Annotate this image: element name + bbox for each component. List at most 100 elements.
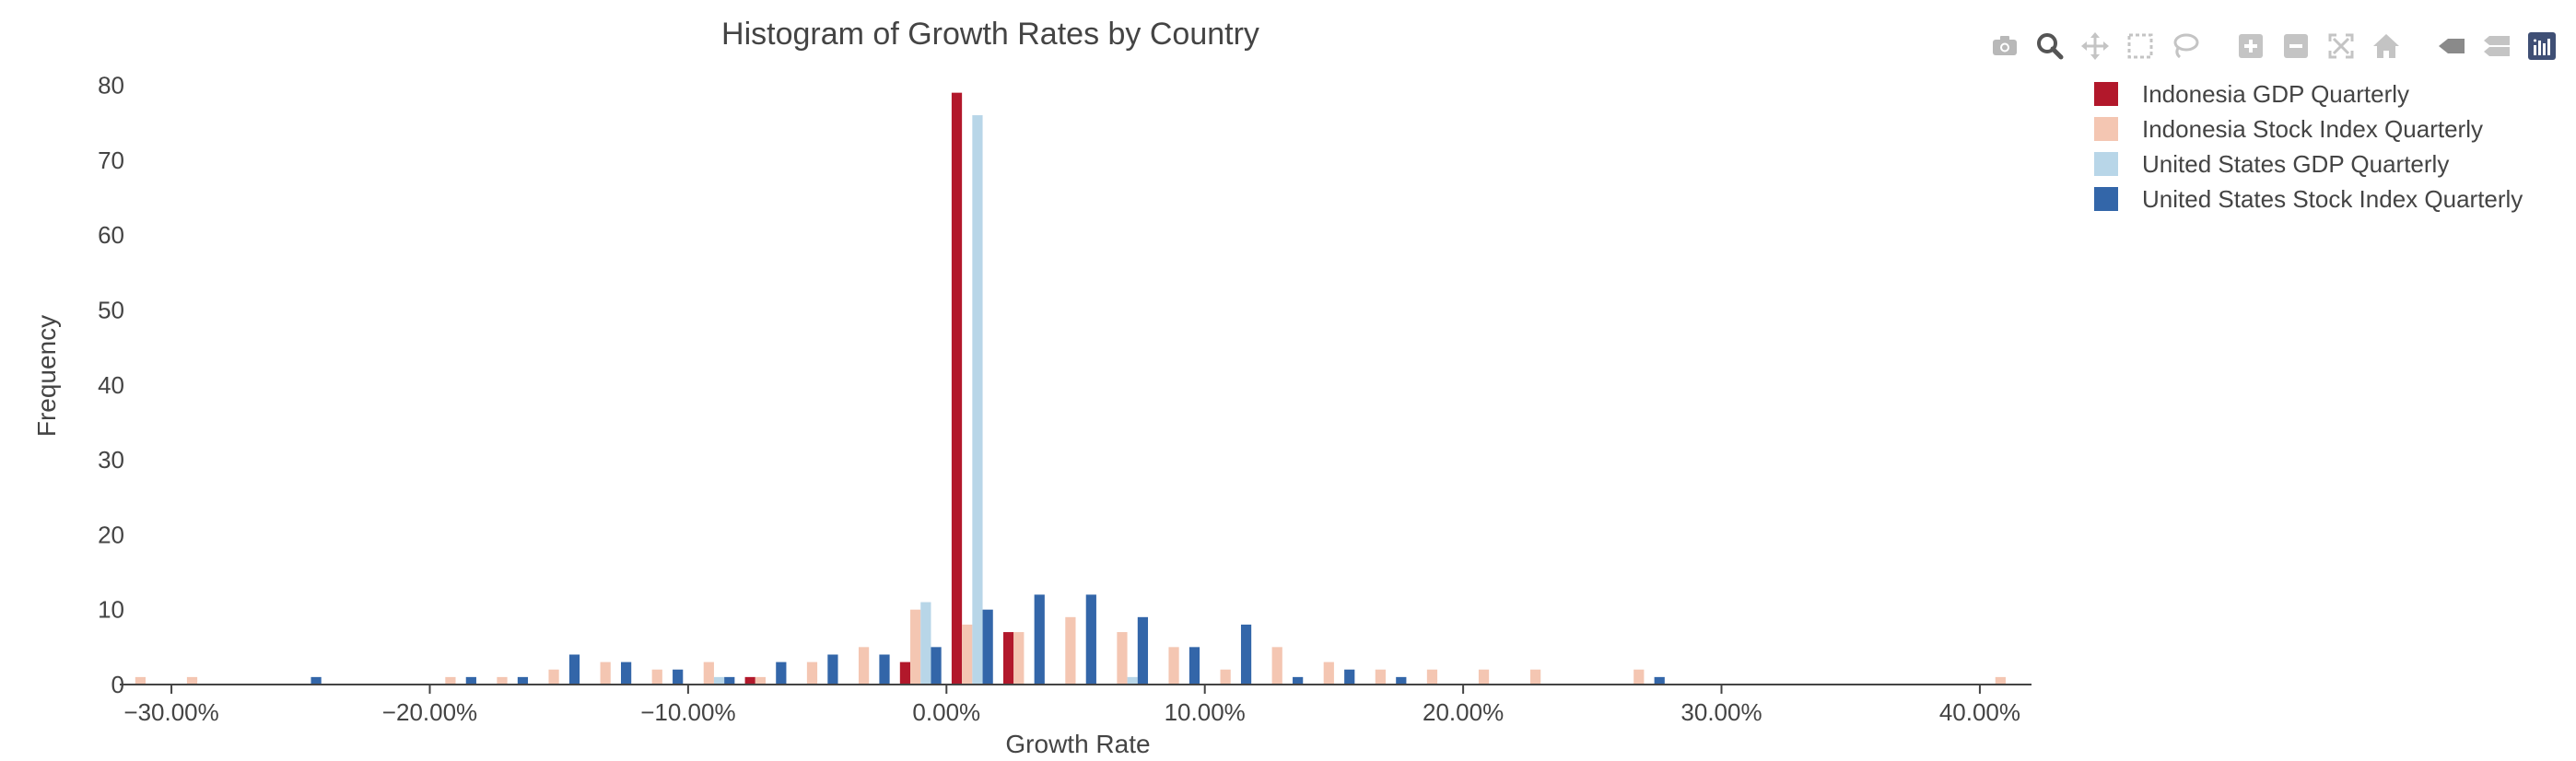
bar[interactable] — [1478, 669, 1490, 685]
bar[interactable] — [1995, 676, 2006, 685]
bar[interactable] — [445, 676, 456, 685]
bar[interactable] — [600, 661, 611, 685]
bar[interactable] — [755, 676, 767, 685]
plotly-logo-icon[interactable] — [2525, 29, 2558, 63]
bar[interactable] — [1293, 676, 1304, 685]
legend-label: Indonesia Stock Index Quarterly — [2142, 115, 2483, 143]
y-tick-label: 0 — [111, 671, 124, 698]
legend-item[interactable]: Indonesia GDP Quarterly — [2094, 80, 2409, 108]
autoscale-icon[interactable] — [2324, 29, 2358, 63]
x-axis-ticks: −30.00% −20.00% −10.00% 0.00% 10.00% 20.00% 30… — [123, 685, 2020, 726]
reset-axes-icon[interactable] — [2370, 29, 2403, 63]
bar[interactable] — [982, 609, 993, 685]
bar[interactable] — [858, 647, 870, 685]
bar[interactable] — [1065, 616, 1076, 685]
bar[interactable] — [1323, 661, 1334, 685]
bar[interactable] — [465, 676, 476, 685]
legend-swatch — [2094, 187, 2118, 211]
bar[interactable] — [920, 602, 931, 685]
bar[interactable] — [517, 676, 529, 685]
lasso-select-icon[interactable] — [2169, 29, 2202, 63]
bar[interactable] — [1117, 632, 1128, 685]
y-tick-label: 50 — [98, 296, 124, 323]
bar[interactable] — [186, 676, 198, 685]
bar[interactable] — [1002, 632, 1014, 685]
zoom-out-icon[interactable] — [2279, 29, 2313, 63]
bar[interactable] — [1654, 676, 1665, 685]
bar[interactable] — [931, 647, 942, 685]
zoom-in-icon[interactable] — [2234, 29, 2267, 63]
bar[interactable] — [1168, 647, 1179, 685]
x-tick-label: −10.00% — [640, 698, 735, 726]
x-tick-label: 40.00% — [1939, 698, 2020, 726]
bar[interactable] — [651, 669, 662, 685]
legend[interactable]: Indonesia GDP Quarterly Indonesia Stock I… — [2094, 80, 2523, 213]
x-tick-label: 10.00% — [1165, 698, 1246, 726]
legend-swatch — [2094, 152, 2118, 176]
box-select-icon[interactable] — [2124, 29, 2157, 63]
y-tick-label: 40 — [98, 371, 124, 399]
x-tick-label: 30.00% — [1680, 698, 1762, 726]
x-tick-label: 0.00% — [912, 698, 980, 726]
legend-item[interactable]: United States GDP Quarterly — [2094, 150, 2449, 178]
bar[interactable] — [1034, 594, 1045, 685]
bar[interactable] — [972, 115, 983, 685]
bar[interactable] — [724, 676, 735, 685]
bar[interactable] — [1137, 616, 1149, 685]
legend-label: Indonesia GDP Quarterly — [2142, 80, 2409, 108]
bar[interactable] — [827, 654, 838, 685]
camera-icon[interactable] — [1988, 29, 2021, 63]
bar[interactable] — [951, 92, 963, 685]
bar[interactable] — [135, 676, 146, 685]
bar[interactable] — [1013, 632, 1025, 685]
bar[interactable] — [673, 669, 684, 685]
x-tick-label: −20.00% — [382, 698, 477, 726]
bar[interactable] — [1396, 676, 1407, 685]
bar[interactable] — [1188, 647, 1200, 685]
x-tick-label: 20.00% — [1423, 698, 1504, 726]
bar[interactable] — [1344, 669, 1355, 685]
legend-label: United States GDP Quarterly — [2142, 150, 2449, 178]
bar[interactable] — [1127, 676, 1138, 685]
y-tick-label: 70 — [98, 146, 124, 174]
bar[interactable] — [1633, 669, 1645, 685]
bar[interactable] — [703, 661, 714, 685]
legend-swatch — [2094, 117, 2118, 141]
bar[interactable] — [1530, 669, 1541, 685]
legend-swatch — [2094, 82, 2118, 106]
modebar — [1988, 28, 2570, 64]
bar[interactable] — [1375, 669, 1386, 685]
chart-title: Histogram of Growth Rates by Country — [721, 17, 1259, 52]
legend-item[interactable]: United States Stock Index Quarterly — [2094, 185, 2523, 213]
bar[interactable] — [310, 676, 322, 685]
bar[interactable] — [806, 661, 818, 685]
compare-hover-icon[interactable] — [2480, 29, 2513, 63]
bar[interactable] — [910, 609, 921, 685]
bar[interactable] — [620, 661, 632, 685]
x-axis-title: Growth Rate — [1005, 730, 1150, 758]
bar[interactable] — [713, 676, 725, 685]
bar[interactable] — [1085, 594, 1096, 685]
zoom-icon[interactable] — [2033, 29, 2067, 63]
bar[interactable] — [1240, 624, 1252, 685]
legend-label: United States Stock Index Quarterly — [2142, 185, 2523, 213]
bar[interactable] — [744, 676, 755, 685]
bar[interactable] — [1426, 669, 1438, 685]
pan-icon[interactable] — [2078, 29, 2112, 63]
bar[interactable] — [899, 661, 911, 685]
legend-item[interactable]: Indonesia Stock Index Quarterly — [2094, 115, 2483, 143]
y-axis-ticks: 0 10 20 30 40 50 60 70 80 — [98, 72, 124, 698]
bars-layer — [135, 92, 2006, 685]
bar[interactable] — [879, 654, 890, 685]
y-axis-title: Frequency — [32, 315, 61, 437]
bar[interactable] — [497, 676, 508, 685]
bar[interactable] — [1271, 647, 1282, 685]
bar[interactable] — [568, 654, 580, 685]
bar[interactable] — [548, 669, 559, 685]
bar[interactable] — [962, 624, 973, 685]
bar[interactable] — [776, 661, 787, 685]
x-tick-label: −30.00% — [123, 698, 218, 726]
spike-lines-icon[interactable] — [2435, 29, 2468, 63]
bar[interactable] — [1220, 669, 1231, 685]
